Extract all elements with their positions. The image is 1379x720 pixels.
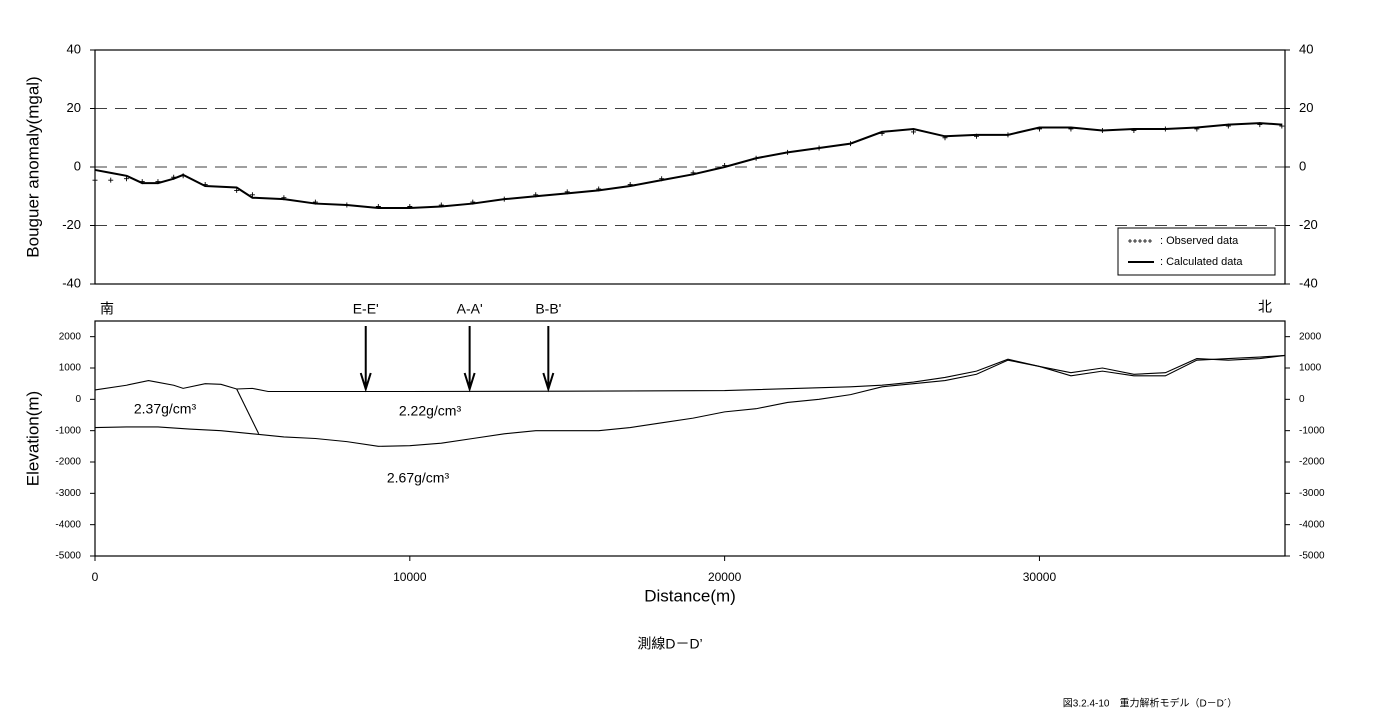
y-tick-label: -40 <box>62 275 81 290</box>
section-arrow <box>359 326 372 393</box>
y-tick-label: -5000 <box>55 551 81 562</box>
observed-point <box>249 192 255 198</box>
line <box>94 354 1286 393</box>
line <box>94 122 1282 209</box>
y2-tick-label: 0 <box>1299 158 1306 173</box>
x-axis-label: Distance(m) <box>644 586 736 605</box>
y-tick-label: -2000 <box>55 457 81 468</box>
y2-tick-label: 2000 <box>1299 331 1322 342</box>
y2-tick-label: -3000 <box>1299 488 1325 499</box>
y2-tick-label: -1000 <box>1299 425 1325 436</box>
line <box>94 354 1286 447</box>
section-arrow <box>463 326 476 393</box>
density-label: 2.37g/cm³ <box>134 401 197 417</box>
y-tick-label: -20 <box>62 217 81 232</box>
observed-point <box>123 176 129 182</box>
y2-tick-label: -40 <box>1299 275 1318 290</box>
line <box>236 388 260 435</box>
caption: 図3.2.4-10 重力解析モデル（D－D´） <box>1063 697 1237 710</box>
y2-tick-label: 20 <box>1299 100 1313 115</box>
observed-point <box>911 129 917 135</box>
section-label: A-A' <box>457 301 483 317</box>
y-tick-label: 0 <box>75 394 81 405</box>
observed-point <box>108 177 114 183</box>
density-label: 2.22g/cm³ <box>399 403 462 419</box>
legend-label: : Observed data <box>1160 235 1239 247</box>
x-tick-label: 20000 <box>708 570 742 584</box>
y2-tick-label: -2000 <box>1299 457 1325 468</box>
density-label: 2.67g/cm³ <box>387 470 450 486</box>
side-label: 南 <box>100 301 114 317</box>
section-arrow <box>542 326 555 393</box>
y-tick-label: 2000 <box>59 331 82 342</box>
y2-tick-label: 0 <box>1299 394 1305 405</box>
y-tick-label: 1000 <box>59 363 82 374</box>
y-tick-label: 20 <box>67 100 81 115</box>
legend-box <box>1117 227 1276 276</box>
y2-tick-label: 40 <box>1299 41 1313 56</box>
section-label: B-B' <box>535 301 561 317</box>
y-tick-label: -1000 <box>55 425 81 436</box>
legend-marker <box>1133 239 1137 243</box>
legend-marker <box>1143 239 1147 243</box>
legend-label: : Calculated data <box>1160 256 1243 268</box>
y-tick-label: -3000 <box>55 488 81 499</box>
y-tick-label: 40 <box>67 41 81 56</box>
y2-tick-label: -4000 <box>1299 519 1325 530</box>
plot-frame <box>94 320 1286 557</box>
observed-point <box>92 177 98 183</box>
y2-tick-label: -5000 <box>1299 551 1325 562</box>
legend-marker <box>1138 239 1142 243</box>
section-label: E-E' <box>353 301 379 317</box>
y2-tick-label: -20 <box>1299 217 1318 232</box>
observed-point <box>234 187 240 193</box>
x-tick-label: 0 <box>92 570 99 584</box>
side-label: 北 <box>1258 299 1272 315</box>
legend-marker <box>1128 239 1132 243</box>
figure-title: 測線D－D’ <box>637 636 702 652</box>
legend-marker <box>1148 239 1152 243</box>
y2-tick-label: 1000 <box>1299 363 1322 374</box>
x-tick-label: 30000 <box>1023 570 1057 584</box>
y-axis-label: Bouguer anomaly(mgal) <box>23 76 42 257</box>
y-tick-label: 0 <box>74 158 81 173</box>
y-tick-label: -4000 <box>55 519 81 530</box>
x-tick-label: 10000 <box>393 570 427 584</box>
y-axis-label: Elevation(m) <box>23 391 42 486</box>
